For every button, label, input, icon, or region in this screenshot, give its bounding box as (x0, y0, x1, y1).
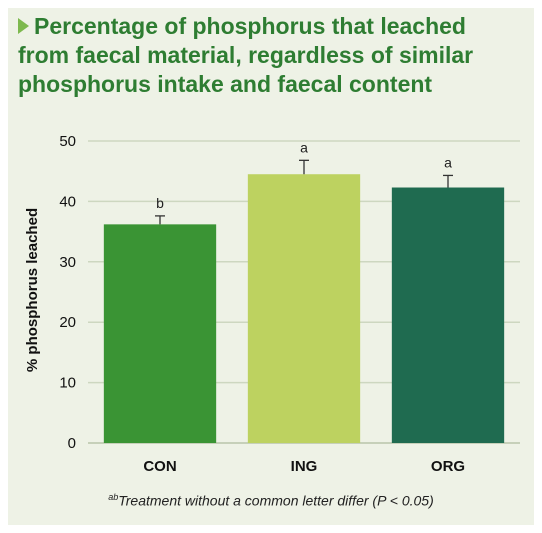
error-bars (155, 159, 453, 225)
chart-title: Percentage of phosphorus that leached fr… (18, 12, 530, 99)
title-line-1: Percentage of phosphorus that leached (34, 13, 466, 39)
y-tick-label-10: 10 (59, 375, 76, 392)
y-tick-label-50: 50 (59, 133, 76, 150)
y-tick-label-40: 40 (59, 193, 76, 210)
x-tick-labels: CON ING ORG (143, 458, 465, 475)
bar-org (391, 187, 505, 443)
y-tick-label-0: 0 (68, 435, 76, 452)
y-tick-labels: 0 10 20 30 40 50 (59, 133, 76, 452)
title-line-2: from faecal material, regardless of simi… (18, 42, 474, 68)
bar-ing (247, 174, 361, 443)
significance-letters: b a a (156, 139, 452, 211)
y-axis-label: % phosphorus leached (24, 208, 41, 372)
y-tick-label-20: 20 (59, 314, 76, 331)
footnote-text: Treatment without a common letter differ… (118, 492, 434, 509)
footnote-superscript: ab (108, 492, 119, 502)
x-tick-label-org: ORG (431, 458, 465, 475)
title-line-3: phosphorus intake and faecal content (18, 71, 433, 97)
footnote: abTreatment without a common letter diff… (0, 492, 542, 509)
x-tick-label-con: CON (143, 458, 176, 475)
bars (103, 174, 505, 443)
y-tick-label-30: 30 (59, 254, 76, 271)
significance-letter-con: b (156, 195, 164, 211)
title-arrow-icon (18, 18, 29, 34)
significance-letter-org: a (444, 154, 452, 170)
significance-letter-ing: a (300, 139, 308, 155)
bar-con (103, 224, 217, 443)
x-tick-label-ing: ING (291, 458, 318, 475)
